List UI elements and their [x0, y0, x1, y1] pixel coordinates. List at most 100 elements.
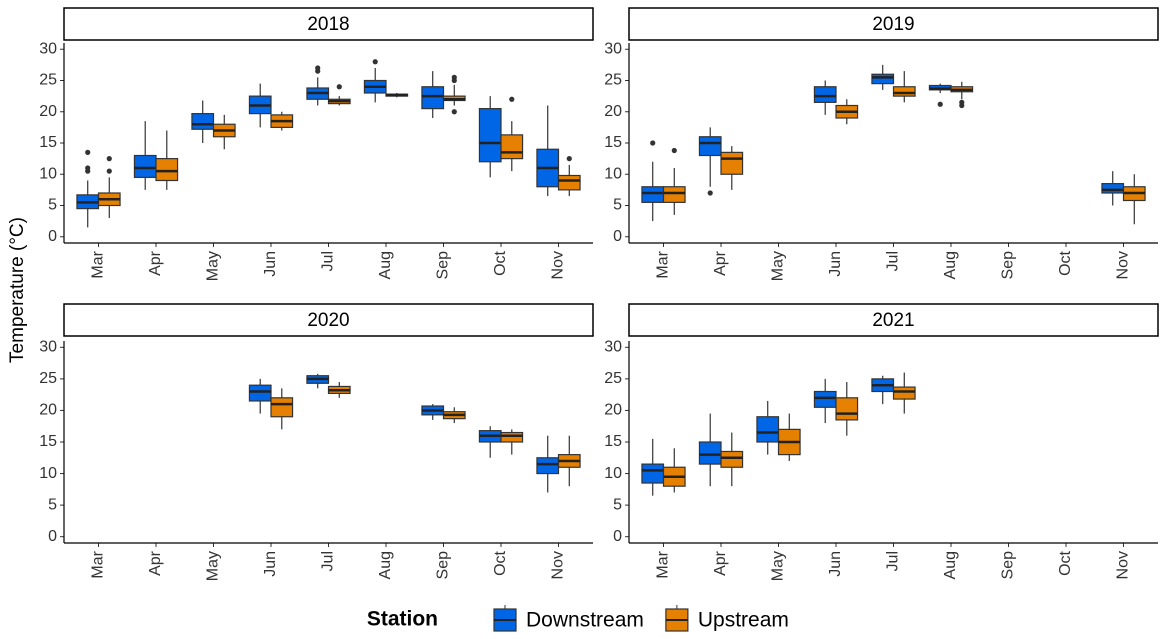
- outlier: [85, 149, 91, 155]
- y-tick-label: 5: [613, 496, 622, 513]
- box: [1101, 183, 1125, 194]
- y-tick-label: 30: [39, 339, 57, 356]
- x-tick-label: Apr: [712, 550, 729, 576]
- y-tick-label: 0: [613, 528, 622, 545]
- box: [698, 441, 722, 465]
- x-tick-label: Apr: [712, 250, 729, 276]
- panel-title: 2020: [307, 310, 349, 331]
- y-tick-label: 30: [604, 40, 622, 57]
- x-tick-label: Jun: [827, 551, 844, 577]
- x-tick-label: Apr: [147, 550, 164, 576]
- x-tick-label: Jun: [827, 251, 844, 277]
- y-tick-label: 10: [604, 165, 622, 182]
- x-tick-label: Mar: [655, 250, 672, 278]
- box: [835, 397, 859, 421]
- y-tick-label: 25: [604, 370, 622, 387]
- box: [698, 136, 722, 157]
- y-tick-label: 20: [39, 103, 57, 120]
- x-tick-label: Nov: [550, 551, 567, 579]
- x-tick-label: Aug: [942, 551, 959, 579]
- x-tick-label: May: [205, 251, 222, 281]
- box: [892, 386, 916, 400]
- x-tick-label: Jul: [885, 251, 902, 271]
- y-tick-label: 5: [48, 496, 57, 513]
- legend-title: Station: [367, 608, 438, 631]
- x-tick-label: Jul: [885, 551, 902, 571]
- legend-label: Upstream: [698, 609, 789, 632]
- legend-label: Downstream: [526, 609, 644, 632]
- x-tick-label: Nov: [550, 251, 567, 279]
- x-tick-label: Jun: [262, 551, 279, 577]
- outlier: [106, 156, 112, 162]
- x-tick-label: Oct: [1057, 550, 1074, 575]
- x-tick-label: Oct: [492, 550, 509, 575]
- box: [720, 450, 744, 468]
- x-tick-label: Sep: [1000, 251, 1017, 280]
- box: [133, 154, 157, 178]
- y-tick-label: 15: [604, 134, 622, 151]
- y-tick-label: 10: [604, 465, 622, 482]
- x-tick-label: Aug: [942, 251, 959, 279]
- box: [813, 390, 837, 408]
- y-tick-label: 15: [39, 134, 57, 151]
- outlier: [85, 165, 91, 171]
- x-tick-label: Jul: [320, 251, 337, 271]
- x-tick-label: May: [205, 551, 222, 581]
- x-tick-label: Sep: [435, 251, 452, 280]
- outlier: [509, 96, 515, 102]
- y-tick-label: 25: [39, 370, 57, 387]
- x-tick-label: Jun: [262, 251, 279, 277]
- outlier: [372, 59, 378, 65]
- strip: [628, 303, 1159, 337]
- x-tick-label: Mar: [90, 250, 107, 278]
- y-tick-label: 10: [39, 465, 57, 482]
- box: [557, 174, 581, 191]
- x-tick-label: Sep: [435, 551, 452, 580]
- box: [641, 186, 665, 203]
- box: [248, 384, 272, 402]
- y-tick-label: 30: [604, 339, 622, 356]
- box: [191, 113, 215, 130]
- x-tick-label: Nov: [1115, 251, 1132, 279]
- y-tick-label: 25: [39, 72, 57, 89]
- box: [500, 134, 524, 160]
- x-tick-label: Mar: [655, 550, 672, 578]
- x-tick-label: Jul: [320, 551, 337, 571]
- outlier: [650, 140, 656, 146]
- y-axis-label: Temperature (°C): [7, 217, 28, 363]
- box: [756, 416, 780, 443]
- y-tick-label: 10: [39, 165, 57, 182]
- box: [813, 86, 837, 103]
- outlier: [707, 190, 713, 196]
- y-tick-label: 0: [48, 528, 57, 545]
- x-tick-label: May: [770, 251, 787, 281]
- x-tick-label: Nov: [1115, 551, 1132, 579]
- outlier: [451, 109, 457, 115]
- box: [641, 463, 665, 484]
- y-tick-label: 15: [604, 433, 622, 450]
- box: [662, 186, 686, 203]
- y-tick-label: 25: [604, 72, 622, 89]
- box: [500, 431, 524, 443]
- box: [536, 457, 560, 475]
- y-tick-label: 20: [604, 103, 622, 120]
- outlier: [315, 65, 321, 71]
- box: [155, 158, 179, 182]
- strip: [63, 7, 594, 41]
- box: [478, 108, 502, 163]
- x-tick-label: Oct: [1057, 250, 1074, 275]
- y-tick-label: 5: [613, 197, 622, 214]
- x-tick-label: Oct: [492, 250, 509, 275]
- y-tick-label: 5: [48, 197, 57, 214]
- y-tick-label: 15: [39, 433, 57, 450]
- outlier: [937, 101, 943, 107]
- strip: [628, 7, 1159, 41]
- y-tick-label: 0: [613, 228, 622, 245]
- y-tick-label: 20: [39, 402, 57, 419]
- box: [421, 86, 445, 110]
- x-tick-label: Apr: [147, 250, 164, 276]
- panel-title: 2019: [872, 14, 914, 35]
- x-tick-label: Aug: [377, 551, 394, 579]
- outlier: [671, 147, 677, 154]
- box: [892, 86, 916, 97]
